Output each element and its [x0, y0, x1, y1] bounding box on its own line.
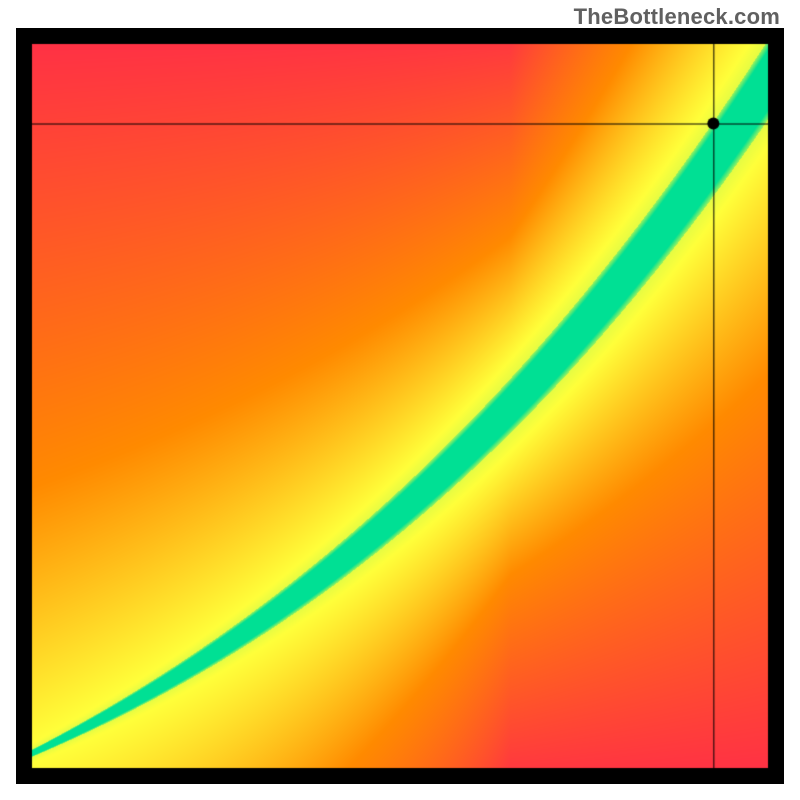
heatmap-canvas: [16, 28, 784, 784]
watermark-text: TheBottleneck.com: [574, 4, 780, 30]
bottleneck-heatmap: [16, 28, 784, 784]
